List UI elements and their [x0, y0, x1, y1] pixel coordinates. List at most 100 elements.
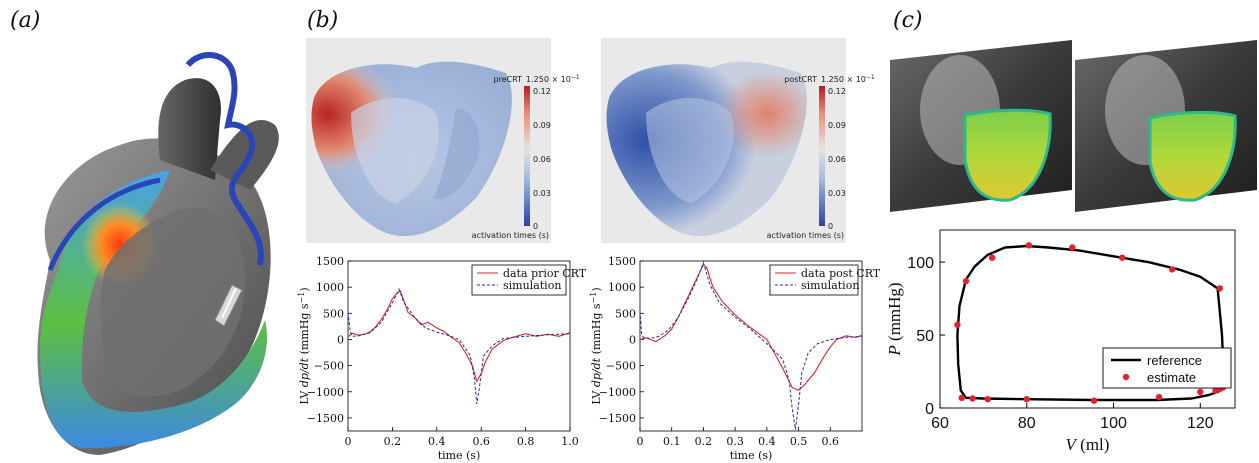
mri-slice-2	[1075, 40, 1257, 212]
x-tick-label: 0.2	[384, 435, 402, 448]
y-tick-label: 1000	[316, 281, 344, 294]
panel-label-a: (a)	[10, 8, 41, 33]
y-tick-label: −1000	[307, 386, 344, 399]
legend-entry-estimate: estimate	[1147, 370, 1196, 385]
svg-text:0.06: 0.06	[828, 155, 846, 164]
x-tick-label: 0.6	[822, 435, 840, 448]
activation-map-post: postCRT 1.250 × 10−1 0.12 0.09 0.06 0.03…	[601, 38, 875, 243]
series-data	[639, 263, 863, 391]
colorbar-max-post: 1.250 × 10−1	[821, 74, 875, 84]
x-tick-label: 60	[931, 415, 949, 432]
y-tick-label: 500	[323, 307, 344, 320]
y-tick-label: −500	[606, 360, 636, 373]
estimate-point	[984, 396, 991, 403]
estimate-point	[1119, 254, 1126, 261]
dpdt-chart-pre: 0 0.2 0.4 0.6 0.8 1.0 1500 1000 500 0 −500 −1000 −15…	[297, 255, 587, 462]
x-tick-label: 100	[1100, 415, 1127, 432]
estimate-point	[1069, 244, 1076, 251]
y-axis-label: LV dp/dt (mmHg s−1)	[589, 287, 603, 404]
y-tick-label: 0	[629, 333, 636, 346]
series-data	[347, 289, 571, 383]
x-tick-label: 0.1	[663, 435, 681, 448]
estimate-point	[1025, 242, 1033, 249]
legend-entry: simulation	[801, 279, 859, 292]
y-tick-label: 500	[615, 307, 636, 320]
heart-aorta	[158, 78, 221, 180]
y-tick-label: −1000	[599, 386, 636, 399]
mri-slice-1	[890, 40, 1072, 212]
legend-entry: data post CRT	[801, 267, 881, 280]
x-tick-label: 0	[637, 435, 644, 448]
y-tick-label: 1500	[316, 255, 344, 268]
y-tick-label: 100	[907, 255, 934, 272]
estimate-point	[1023, 396, 1030, 403]
estimate-point	[988, 254, 996, 261]
y-tick-label: 1500	[608, 255, 636, 268]
x-tick-label: 80	[1018, 415, 1036, 432]
plot-frame	[639, 260, 863, 432]
svg-text:0.09: 0.09	[828, 121, 846, 130]
estimate-point	[1155, 393, 1163, 401]
legend-box	[1102, 347, 1232, 389]
x-tick-label: 0.8	[517, 435, 535, 448]
svg-text:0.09: 0.09	[533, 121, 551, 130]
estimate-point	[1168, 266, 1176, 273]
colorbar-max-pre: 1.250 × 10−1	[526, 74, 580, 84]
heart-illustration	[37, 52, 279, 455]
y-tick-label: −1500	[599, 412, 636, 425]
x-axis-label: time (s)	[438, 449, 481, 462]
plot-frame	[347, 260, 571, 432]
y-tick-label: 50	[916, 328, 934, 345]
x-tick-label: 0.6	[472, 435, 490, 448]
x-tick-label: 0.4	[758, 435, 776, 448]
estimate-point	[954, 321, 961, 328]
x-tick-label: 0.3	[726, 435, 744, 448]
legend-entry: simulation	[503, 279, 561, 292]
legend-box	[471, 264, 567, 296]
colorbar-title-post: postCRT	[784, 75, 817, 84]
plot-frame	[939, 229, 1236, 409]
svg-text:0.03: 0.03	[828, 189, 846, 198]
series-simulation	[347, 287, 571, 404]
colorbar-ticks-pre: 0.12 0.09 0.06 0.03 0	[533, 87, 551, 231]
activation-map-pre: preCRT 1.250 × 10−1 0.12 0.09 0.06 0.03 …	[306, 38, 580, 243]
svg-text:0.12: 0.12	[533, 87, 551, 96]
colorbar-xlabel-post: activation times (s)	[767, 231, 844, 240]
y-tick-label: −1500	[307, 412, 344, 425]
pacing-lead-icon	[214, 284, 243, 327]
svg-text:0.12: 0.12	[828, 87, 846, 96]
x-tick-label: 0.4	[428, 435, 446, 448]
y-tick-label: 1000	[608, 281, 636, 294]
y-axis-label: P (mmHg)	[885, 282, 904, 356]
heart-blue-vessel	[185, 52, 264, 266]
estimate-point	[958, 394, 965, 401]
estimate-point	[1216, 285, 1223, 292]
colorbar-title-pre: preCRT	[493, 75, 522, 84]
y-tick-label: −500	[314, 360, 344, 373]
svg-text:0: 0	[533, 222, 538, 231]
x-tick-label: 0	[345, 435, 352, 448]
y-axis-label: LV dp/dt (mmHg s−1)	[297, 287, 311, 404]
y-tick-label: 0	[925, 401, 934, 418]
legend-entry: data prior CRT	[503, 267, 587, 280]
estimate-point	[1197, 388, 1204, 396]
x-axis-label: time (s)	[730, 449, 773, 462]
legend-swatch-estimate	[1122, 373, 1130, 381]
panel-label-c: (c)	[893, 8, 923, 33]
x-tick-label: 120	[1187, 415, 1214, 432]
x-tick-label: 1.0	[561, 435, 579, 448]
series-simulation	[639, 261, 863, 430]
pv-loop-chart: 60 80 100 120 0 50 100 V (ml) P (mmHg) reference e…	[885, 229, 1236, 454]
colorbar-ticks-post: 0.12 0.09 0.06 0.03 0	[828, 87, 846, 231]
panel-label-b: (b)	[307, 8, 339, 33]
legend-box	[769, 264, 859, 296]
svg-text:0.03: 0.03	[533, 189, 551, 198]
x-tick-label: 0.5	[790, 435, 808, 448]
heart-blue-vessel-2	[47, 177, 161, 271]
estimate-point	[962, 277, 970, 285]
x-axis-label: V (ml)	[1066, 435, 1110, 454]
svg-text:0.06: 0.06	[533, 155, 551, 164]
estimate-point	[969, 395, 976, 402]
colorbar-xlabel-pre: activation times (s)	[472, 231, 549, 240]
heart-inner	[100, 208, 245, 397]
